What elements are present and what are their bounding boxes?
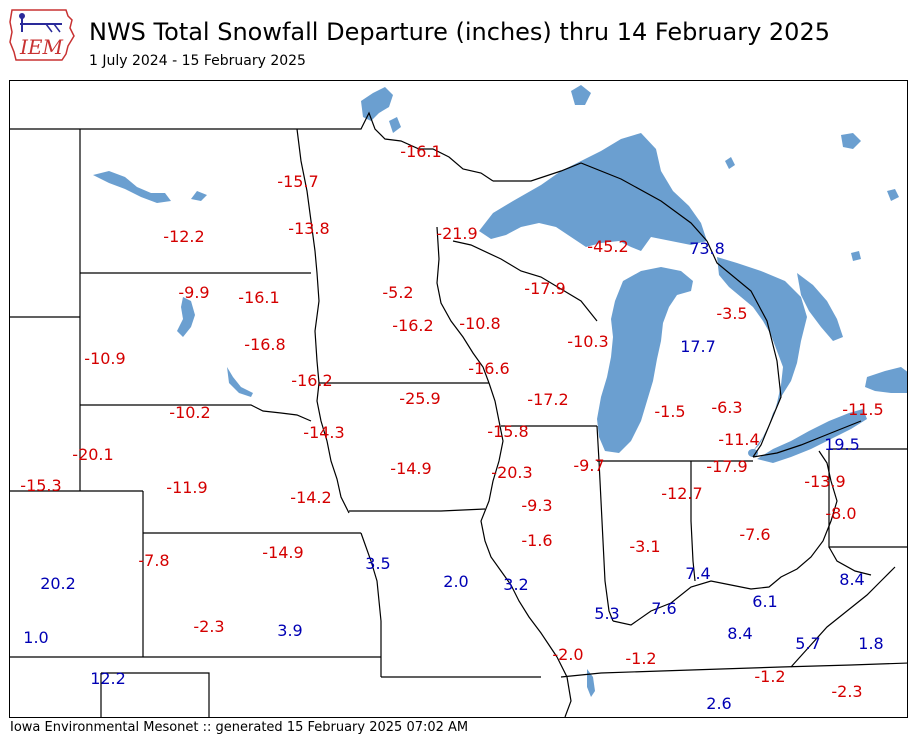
snowfall-departure-label: 2.0 xyxy=(443,572,468,591)
snowfall-departure-label: -6.3 xyxy=(711,398,742,417)
snowfall-departure-label: -2.3 xyxy=(193,617,224,636)
iem-logo: IEM xyxy=(6,6,78,66)
snowfall-departure-label: -10.9 xyxy=(84,349,125,368)
snowfall-departure-label: -14.2 xyxy=(290,488,331,507)
snowfall-departure-label: -10.2 xyxy=(169,403,210,422)
snowfall-departure-label: -14.9 xyxy=(262,543,303,562)
snowfall-departure-label: 73.8 xyxy=(689,239,725,258)
snowfall-departure-label: -10.8 xyxy=(459,314,500,333)
snowfall-departure-label: 19.5 xyxy=(824,435,860,454)
value-labels: -16.1 -15.7 -13.8 -12.2 -21.9 -45.2 73.8 -9.9 -1… xyxy=(20,142,883,713)
snowfall-departure-label: -1.2 xyxy=(754,667,785,686)
snowfall-departure-label: -17.9 xyxy=(706,457,747,476)
snowfall-departure-label: -12.2 xyxy=(163,227,204,246)
snowfall-departure-label: 1.0 xyxy=(23,628,48,647)
water-bodies xyxy=(93,85,907,697)
map-canvas: -16.1 -15.7 -13.8 -12.2 -21.9 -45.2 73.8 -9.9 -1… xyxy=(10,85,907,717)
canada-lake-1 xyxy=(725,157,735,169)
snowfall-departure-label: 20.2 xyxy=(40,574,76,593)
snowfall-departure-label: -14.3 xyxy=(303,423,344,442)
snowfall-departure-label: -9.7 xyxy=(573,456,604,475)
snowfall-departure-label: 12.2 xyxy=(90,669,126,688)
map-frame: -16.1 -15.7 -13.8 -12.2 -21.9 -45.2 73.8 -9.9 -1… xyxy=(9,80,908,718)
lake-huron xyxy=(717,257,807,451)
snowfall-departure-label: -9.3 xyxy=(521,496,552,515)
snowfall-departure-label: -25.9 xyxy=(399,389,440,408)
state-borders xyxy=(10,111,907,717)
snowfall-departure-label: 6.1 xyxy=(752,592,777,611)
georgian-bay xyxy=(797,273,843,341)
snowfall-departure-label: 7.6 xyxy=(651,599,676,618)
snowfall-departure-label: -1.2 xyxy=(625,649,656,668)
snowfall-departure-label: -15.3 xyxy=(20,476,61,495)
snowfall-departure-label: -16.8 xyxy=(244,335,285,354)
canada-lake-2 xyxy=(887,189,899,201)
snowfall-departure-label: -8.0 xyxy=(825,504,856,523)
snowfall-departure-label: -2.3 xyxy=(831,682,862,701)
snowfall-departure-label: 5.3 xyxy=(594,604,619,623)
lake-superior xyxy=(479,133,707,251)
snowfall-departure-label: 3.2 xyxy=(503,575,528,594)
snowfall-departure-label: -12.7 xyxy=(661,484,702,503)
lake-ontario xyxy=(865,367,907,393)
lake-erie xyxy=(757,409,867,463)
lake-michigan xyxy=(597,267,693,453)
lake-sharpe xyxy=(227,367,253,397)
snowfall-departure-label: 3.9 xyxy=(277,621,302,640)
snowfall-departure-label: -15.8 xyxy=(487,422,528,441)
lake-nipigon xyxy=(571,85,591,105)
map-subtitle: 1 July 2024 - 15 February 2025 xyxy=(89,53,306,69)
footer-credit: Iowa Environmental Mesonet :: generated … xyxy=(10,720,469,735)
snowfall-departure-label: -5.2 xyxy=(382,283,413,302)
snowfall-departure-label: -16.6 xyxy=(468,359,509,378)
snowfall-departure-label: 5.7 xyxy=(795,634,820,653)
snowfall-departure-label: 1.8 xyxy=(858,634,883,653)
mn-lake xyxy=(389,117,401,133)
snowfall-departure-label: -9.9 xyxy=(178,283,209,302)
snowfall-departure-label: -16.1 xyxy=(400,142,441,161)
snowfall-departure-label: 8.4 xyxy=(727,624,752,643)
snowfall-departure-label: -2.0 xyxy=(552,645,583,664)
snowfall-departure-label: -16.2 xyxy=(291,371,332,390)
snowfall-departure-label: -14.9 xyxy=(390,459,431,478)
snowfall-departure-label: -1.5 xyxy=(654,402,685,421)
lake-sakakawea xyxy=(191,191,207,201)
snowfall-departure-label: -15.7 xyxy=(277,172,318,191)
snowfall-departure-label: -7.6 xyxy=(739,525,770,544)
snowfall-departure-label: 7.4 xyxy=(685,564,710,583)
devils-lake xyxy=(93,171,171,203)
snowfall-departure-label: -16.2 xyxy=(392,316,433,335)
snowfall-departure-label: -11.9 xyxy=(166,478,207,497)
snowfall-departure-label: -21.9 xyxy=(436,224,477,243)
snowfall-departure-label: 17.7 xyxy=(680,337,716,356)
snowfall-departure-label: -11.5 xyxy=(842,400,883,419)
snowfall-departure-label: -3.1 xyxy=(629,537,660,556)
snowfall-departure-label: -13.8 xyxy=(288,219,329,238)
snowfall-departure-label: 8.4 xyxy=(839,570,864,589)
snowfall-departure-label: -16.1 xyxy=(238,288,279,307)
map-title: NWS Total Snowfall Departure (inches) th… xyxy=(89,18,830,46)
lake-of-the-woods xyxy=(361,87,393,121)
canada-lake-3 xyxy=(851,251,861,261)
snowfall-departure-label: -20.1 xyxy=(72,445,113,464)
snowfall-departure-label: -1.6 xyxy=(521,531,552,550)
snowfall-departure-label: -11.4 xyxy=(718,430,759,449)
logo-text: IEM xyxy=(19,35,64,59)
snowfall-departure-label: -10.3 xyxy=(567,332,608,351)
snowfall-departure-label: -13.9 xyxy=(804,472,845,491)
snowfall-departure-label: -17.2 xyxy=(527,390,568,409)
snowfall-departure-label: -3.5 xyxy=(716,304,747,323)
lake-nipissing xyxy=(841,133,861,149)
kentucky-lake xyxy=(587,669,595,697)
snowfall-departure-label: -7.8 xyxy=(138,551,169,570)
snowfall-departure-label: 3.5 xyxy=(365,554,390,573)
snowfall-departure-label: -45.2 xyxy=(587,237,628,256)
snowfall-departure-label: -20.3 xyxy=(491,463,532,482)
snowfall-departure-label: -17.9 xyxy=(524,279,565,298)
lake-oahe xyxy=(177,297,195,337)
snowfall-departure-label: 2.6 xyxy=(706,694,731,713)
